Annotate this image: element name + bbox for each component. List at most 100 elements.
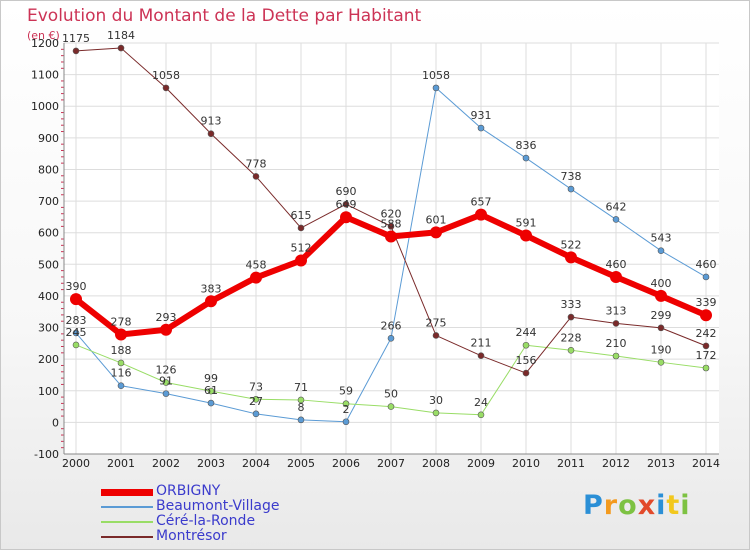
data-label: 913 bbox=[201, 115, 222, 128]
data-label: 522 bbox=[561, 238, 582, 251]
unit-label: (en €) bbox=[27, 29, 60, 42]
data-label: 275 bbox=[426, 316, 447, 329]
y-tick-label: 400 bbox=[38, 290, 59, 303]
data-point bbox=[295, 254, 307, 267]
x-tick-label: 2001 bbox=[107, 457, 135, 470]
data-point bbox=[477, 411, 485, 419]
data-point bbox=[115, 328, 127, 341]
data-label: 299 bbox=[651, 309, 672, 322]
x-tick-label: 2006 bbox=[332, 457, 360, 470]
legend-swatch bbox=[101, 506, 153, 508]
data-label: 383 bbox=[201, 282, 222, 295]
x-tick-label: 2007 bbox=[377, 457, 405, 470]
y-tick-label: 200 bbox=[38, 353, 59, 366]
data-point bbox=[702, 364, 710, 372]
data-label: 24 bbox=[474, 396, 488, 409]
data-label: 601 bbox=[426, 213, 447, 226]
x-tick-label: 2003 bbox=[197, 457, 225, 470]
legend-swatch bbox=[101, 521, 153, 523]
chart-title: Evolution du Montant de la Dette par Hab… bbox=[27, 6, 422, 26]
data-point bbox=[72, 47, 80, 55]
data-point bbox=[612, 216, 620, 223]
data-point bbox=[657, 247, 665, 255]
data-label: 172 bbox=[696, 349, 717, 362]
data-point bbox=[205, 295, 217, 308]
x-tick-label: 2011 bbox=[557, 457, 585, 470]
data-label: 588 bbox=[381, 217, 402, 230]
y-tick-label: -100 bbox=[34, 448, 59, 461]
legend-label: Montrésor bbox=[156, 528, 227, 544]
data-point bbox=[610, 270, 622, 283]
data-label: 460 bbox=[696, 258, 717, 271]
logo-letter: x bbox=[637, 490, 657, 521]
data-point bbox=[520, 229, 532, 242]
data-label: 126 bbox=[156, 364, 177, 377]
data-label: 228 bbox=[561, 331, 582, 344]
data-label: 591 bbox=[516, 217, 537, 230]
x-tick-label: 2014 bbox=[692, 457, 720, 470]
y-tick-label: 900 bbox=[38, 132, 59, 145]
logo-letter: o bbox=[618, 490, 638, 521]
data-label: 27 bbox=[249, 395, 263, 408]
legend-label: Céré-la-Ronde bbox=[156, 513, 256, 529]
data-label: 657 bbox=[471, 196, 492, 209]
data-label: 690 bbox=[336, 185, 357, 198]
data-point bbox=[342, 200, 350, 208]
data-point bbox=[207, 130, 215, 138]
data-label: 615 bbox=[291, 209, 312, 222]
data-label: 266 bbox=[381, 319, 402, 332]
data-label: 1184 bbox=[107, 29, 135, 42]
legend-label: ORBIGNY bbox=[156, 483, 221, 499]
data-point bbox=[477, 124, 485, 132]
data-label: 1058 bbox=[422, 69, 450, 82]
data-point bbox=[162, 84, 170, 92]
data-point bbox=[162, 390, 170, 397]
data-point bbox=[72, 329, 80, 337]
data-point bbox=[117, 359, 125, 367]
data-point bbox=[432, 332, 440, 339]
data-point bbox=[342, 400, 350, 408]
data-label: 778 bbox=[246, 157, 267, 170]
legend-swatch bbox=[101, 536, 153, 538]
data-label: 73 bbox=[249, 380, 263, 393]
data-point bbox=[522, 369, 530, 377]
data-label: 242 bbox=[696, 327, 717, 340]
data-label: 245 bbox=[66, 326, 87, 339]
y-tick-label: 100 bbox=[38, 385, 59, 398]
data-point bbox=[252, 173, 260, 180]
data-label: 244 bbox=[516, 326, 537, 339]
data-label: 313 bbox=[606, 304, 627, 317]
x-tick-label: 2002 bbox=[152, 457, 180, 470]
data-label: 642 bbox=[606, 200, 627, 213]
data-label: 738 bbox=[561, 170, 582, 183]
y-tick-label: 800 bbox=[38, 163, 59, 176]
data-label: 59 bbox=[339, 385, 353, 398]
data-label: 1175 bbox=[62, 32, 90, 45]
x-tick-label: 2005 bbox=[287, 457, 315, 470]
x-tick-label: 2008 bbox=[422, 457, 450, 470]
data-point bbox=[702, 273, 710, 281]
legend-label: Beaumont-Village bbox=[156, 498, 280, 514]
data-label: 278 bbox=[111, 315, 132, 328]
data-point bbox=[567, 185, 575, 193]
data-label: 836 bbox=[516, 139, 537, 152]
legend-swatch bbox=[101, 489, 153, 496]
data-label: 116 bbox=[111, 367, 132, 380]
data-point bbox=[207, 399, 215, 407]
data-point bbox=[657, 324, 665, 332]
data-point bbox=[252, 410, 260, 418]
logo-letter: P bbox=[583, 490, 604, 521]
data-label: 283 bbox=[66, 314, 87, 327]
data-label: 61 bbox=[204, 384, 218, 397]
data-point bbox=[117, 382, 125, 390]
data-point bbox=[70, 293, 82, 306]
data-point bbox=[657, 359, 665, 366]
data-label: 458 bbox=[246, 259, 267, 272]
data-point bbox=[340, 211, 352, 224]
data-point bbox=[207, 387, 215, 395]
data-point bbox=[432, 84, 440, 92]
y-tick-label: 1200 bbox=[31, 37, 59, 50]
data-point bbox=[250, 271, 262, 284]
data-label: 649 bbox=[336, 198, 357, 211]
